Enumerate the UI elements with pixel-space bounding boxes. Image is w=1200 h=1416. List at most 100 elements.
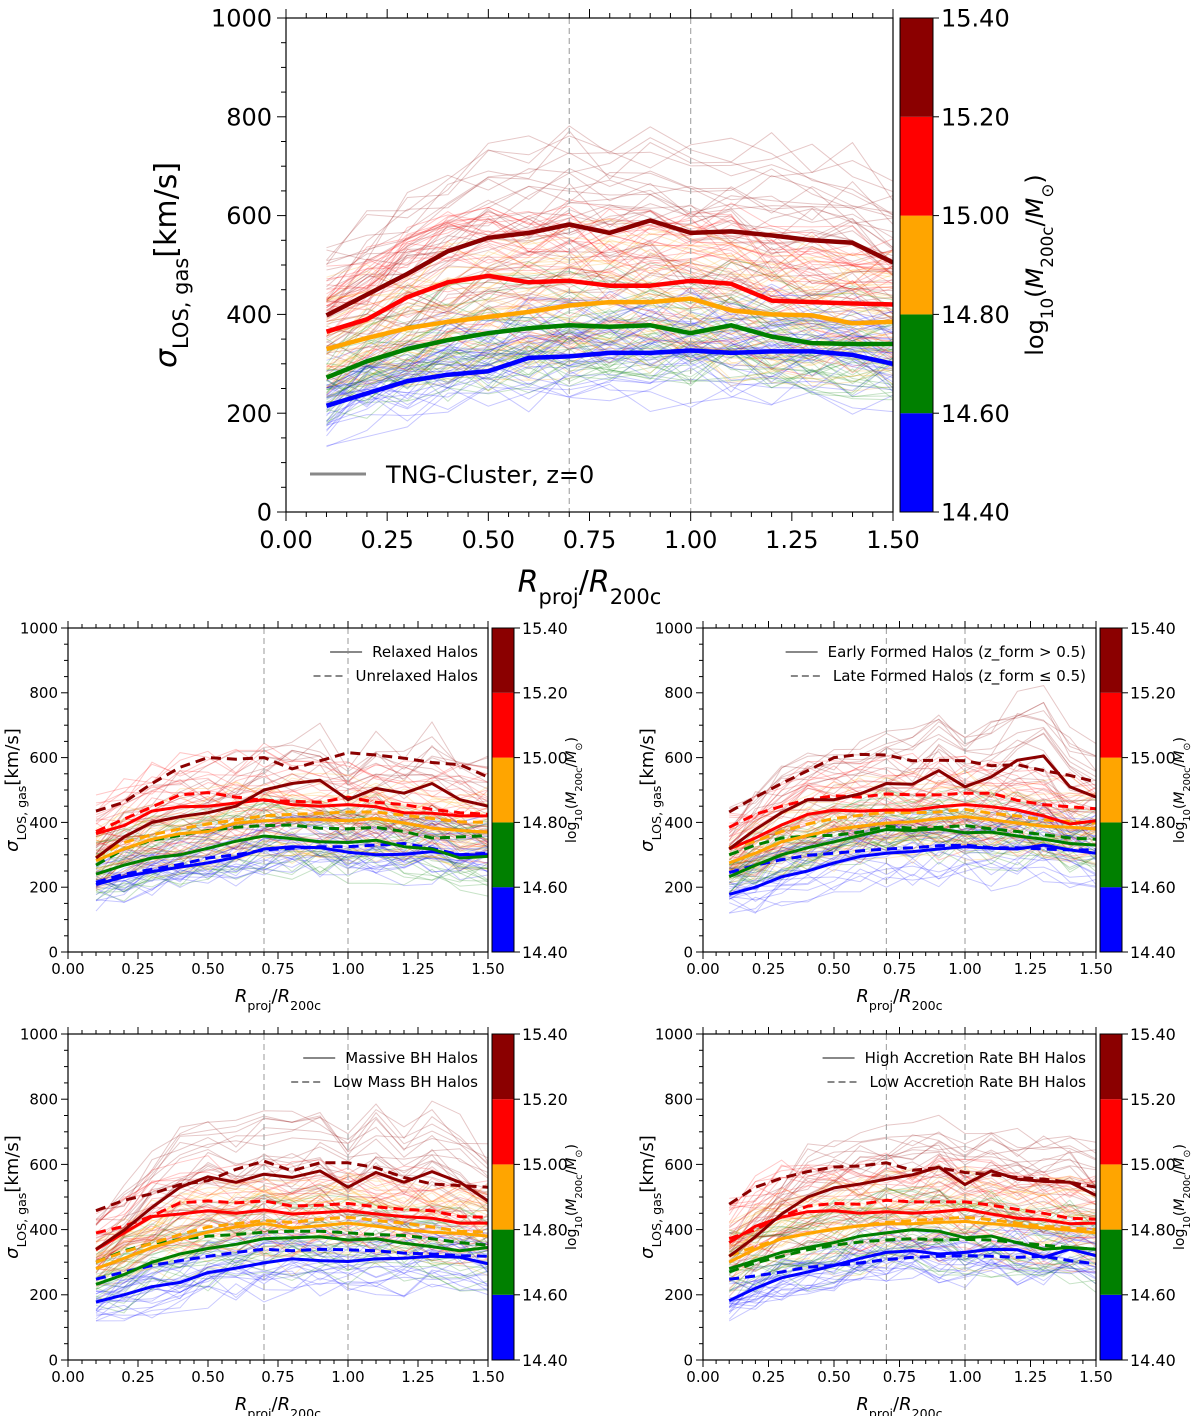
y-axis-label: σLOS, gas[km/s] (637, 1135, 664, 1259)
y-tick-label: 800 (664, 684, 693, 702)
y-axis-label: σLOS, gas[km/s] (2, 1135, 29, 1259)
halo-profile-line (326, 323, 893, 398)
halo-profile-line (95, 835, 488, 890)
series-line (728, 752, 1096, 814)
halo-profile-line (326, 336, 893, 390)
series-line (728, 824, 1096, 857)
halo-profile-line (729, 769, 1096, 835)
plot-area (728, 628, 1096, 952)
legend-label: Low Mass BH Halos (333, 1073, 478, 1091)
colorbar-segment (492, 1034, 514, 1100)
series-line (95, 842, 488, 884)
halo-profile-line (326, 318, 893, 407)
series-line (728, 1228, 1096, 1271)
halo-profile-line (728, 788, 1096, 856)
halo-profile-line (95, 1187, 488, 1252)
halo-profile-line (729, 803, 1096, 864)
halo-profile-line (728, 788, 1096, 874)
halo-profile-line (728, 1139, 1096, 1256)
colorbar-tick-label: 15.40 (941, 5, 1010, 33)
halo-profile-line (728, 701, 1096, 842)
halo-profile-line (729, 1179, 1096, 1209)
halo-profile-line (95, 1138, 488, 1237)
x-tick-label: 1.00 (331, 960, 364, 978)
halo-profile-line (326, 208, 893, 267)
halo-profile-line (326, 218, 893, 305)
halo-profile-line (95, 822, 488, 878)
colorbar-frame (899, 17, 934, 513)
halo-profile-line (95, 841, 488, 881)
halo-profile-line (728, 1259, 1096, 1292)
halo-profile-line (326, 340, 893, 405)
chart-bh_mass: 0.00 0.25 0.50 0.75 1.00 1.25 1.50 0 200 400 600 80… (2, 1025, 585, 1416)
halo-profile-line (95, 1250, 488, 1300)
halo-profile-line (326, 243, 893, 315)
plot-area (325, 18, 893, 512)
halo-profile-line (95, 1261, 488, 1311)
halo-profile-line (95, 1234, 488, 1292)
halo-profile-line (95, 782, 488, 840)
y-tick-label: 400 (226, 301, 272, 329)
series-line (728, 807, 1096, 850)
series-line (325, 323, 893, 380)
x-axis-label: Rproj/R200c (518, 565, 662, 609)
halo-profile-line (728, 1152, 1096, 1216)
halo-profile-line (729, 764, 1096, 820)
series-line (728, 1247, 1096, 1303)
halo-profile-line (729, 1258, 1096, 1310)
halo-profile-line (95, 1151, 488, 1237)
halo-profile-line (95, 844, 488, 889)
series-line (95, 1247, 488, 1281)
colorbar-segment (492, 822, 514, 888)
halo-profile-line (728, 1228, 1096, 1283)
halo-profile-line (326, 348, 893, 427)
colorbar-segment (900, 215, 933, 315)
halo-profile-line (95, 1167, 488, 1225)
series-line (729, 1254, 1096, 1281)
halo-profile-line (326, 204, 893, 306)
halo-profile-line (728, 791, 1096, 876)
series-line (728, 1165, 1096, 1258)
halo-profile-line (728, 1232, 1096, 1303)
halo-profile-line (729, 803, 1096, 866)
colorbar-segment (900, 413, 933, 512)
halo-profile-line (95, 831, 488, 886)
halo-profile-line (326, 189, 893, 290)
halo-profile-line (728, 714, 1096, 832)
halo-profile-line (95, 1217, 488, 1295)
halo-profile-line (728, 733, 1096, 855)
halo-profile-line (95, 797, 488, 851)
halo-profile-line (326, 350, 893, 401)
halo-profile-line (326, 375, 893, 426)
halo-profile-line (95, 813, 488, 888)
halo-profile-line (326, 340, 893, 407)
halo-profile-line (728, 1256, 1096, 1309)
halo-profile-line (729, 808, 1096, 870)
colorbar-tick-label: 15.00 (941, 202, 1010, 230)
halo-profile-line (729, 1194, 1096, 1267)
halo-profile-line (326, 284, 893, 355)
halo-profile-line (326, 330, 893, 406)
series-line (728, 1161, 1096, 1206)
halo-profile-line (326, 223, 893, 301)
halo-profile-line (95, 1180, 488, 1265)
halo-profile-line (326, 323, 893, 379)
series-line (325, 273, 893, 334)
colorbar-tick-label: 15.00 (522, 1155, 568, 1174)
x-tick-label: 0.75 (261, 1368, 294, 1386)
halo-profile-line (95, 836, 488, 876)
halo-profile-line (326, 185, 893, 282)
x-tick-label: 1.00 (331, 1368, 364, 1386)
halo-profile-line (729, 861, 1096, 914)
halo-profile-line (95, 1187, 488, 1250)
halo-profile-line (326, 272, 893, 355)
y-tick-label: 1000 (20, 1025, 58, 1043)
colorbar-tick-label: 14.80 (941, 301, 1010, 329)
halo-profile-line (729, 818, 1096, 896)
halo-profile-line (95, 1111, 488, 1220)
halo-profile-line (728, 1176, 1096, 1238)
colorbar-tick-label: 15.20 (1130, 1090, 1176, 1109)
halo-profile-line (729, 800, 1096, 855)
halo-profile-line (326, 342, 893, 422)
halo-profile-line (326, 198, 893, 290)
